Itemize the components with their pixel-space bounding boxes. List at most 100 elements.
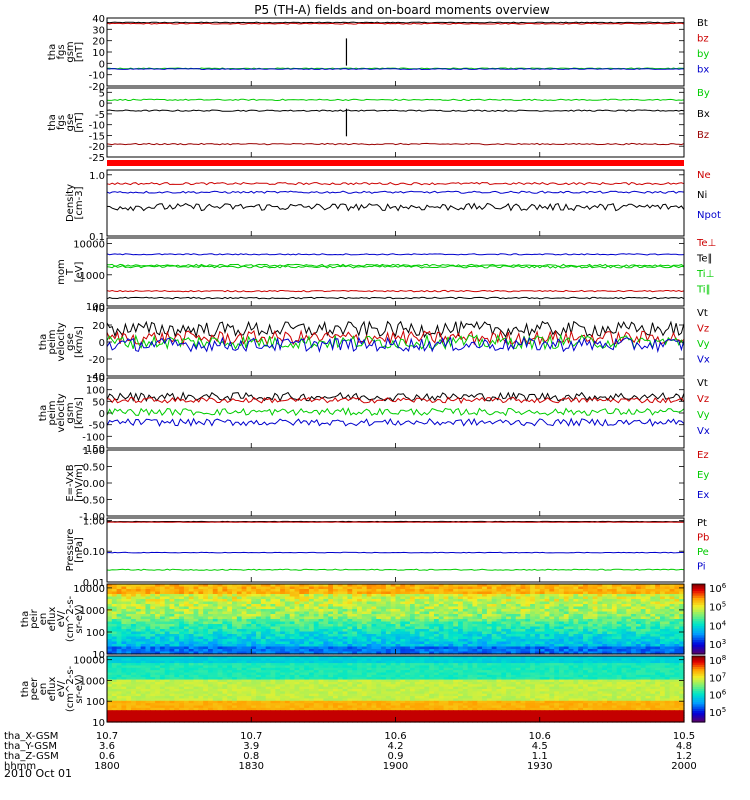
heatmap-cell (443, 631, 449, 635)
heatmap-cell (433, 629, 440, 633)
heatmap-cell (107, 670, 113, 674)
heatmap-cell (323, 629, 329, 633)
heatmap-cell (135, 634, 142, 638)
heatmap-cell (174, 611, 180, 615)
heatmap-cell (222, 660, 228, 664)
heatmap-cell (164, 616, 171, 620)
heatmap-cell (241, 614, 248, 618)
heatmap-cell (135, 641, 142, 645)
heatmap-cell (227, 663, 233, 667)
heatmap-cell (361, 641, 368, 645)
heatmap-cell (568, 644, 575, 648)
heatmap-cell (554, 619, 560, 623)
heatmap-cell (260, 621, 267, 625)
heatmap-cell (198, 646, 204, 650)
heatmap-cell (304, 631, 310, 635)
heatmap-cell (554, 584, 560, 588)
heatmap-cell (525, 596, 531, 600)
heatmap-cell (260, 656, 267, 659)
heatmap-cell (347, 591, 353, 595)
heatmap-cell (544, 629, 550, 633)
heatmap-cell (501, 606, 507, 610)
heatmap-cell (323, 599, 329, 603)
heatmap-cell (650, 599, 656, 603)
heatmap-cell (318, 584, 324, 588)
heatmap-cell (241, 634, 248, 638)
heatmap-cell (640, 649, 647, 653)
heatmap-cell (366, 584, 373, 588)
heatmap-cell (294, 586, 300, 590)
heatmap-cell (448, 611, 454, 615)
heatmap-cell (486, 606, 493, 610)
heatmap-cell (558, 626, 565, 630)
heatmap-cell (121, 621, 127, 625)
heatmap-cell (337, 636, 344, 640)
heatmap-cell (188, 621, 195, 625)
heatmap-cell (520, 621, 526, 625)
heatmap-cell (376, 667, 382, 671)
heatmap-cell (655, 646, 661, 650)
heatmap-cell (602, 663, 608, 667)
heatmap-cell (304, 619, 310, 623)
heatmap-cell (183, 649, 190, 653)
heatmap-cell (443, 646, 449, 650)
heatmap-cell (361, 624, 368, 628)
heatmap-cell (193, 591, 199, 595)
heatmap-cell (669, 636, 675, 640)
panels-group: -20-10010203040thafgsgsm[nT]Btbzbybx-25-… (20, 14, 727, 729)
heatmap-cell (212, 656, 219, 659)
heatmap-cell (659, 658, 666, 662)
heatmap-cell (472, 586, 478, 590)
heatmap-cell (587, 616, 594, 620)
heatmap-cell (482, 651, 488, 655)
heatmap-cell (558, 621, 565, 625)
heatmap-cell (183, 631, 190, 635)
heatmap-cell (544, 604, 550, 608)
heatmap-cell (294, 604, 300, 608)
heatmap-cell (587, 586, 594, 590)
heatmap-cell (251, 591, 257, 595)
heatmap-cell (453, 665, 459, 669)
heatmap-cell (294, 660, 300, 664)
heatmap-cell (232, 670, 238, 674)
heatmap-cell (534, 616, 541, 620)
heatmap-cell (357, 624, 363, 628)
heatmap-cell (280, 599, 286, 603)
heatmap-cell (453, 616, 459, 620)
colorbar-swatch (692, 616, 705, 620)
heatmap-cell (284, 629, 291, 633)
heatmap-cell (496, 586, 502, 590)
heatmap-cell (265, 604, 272, 608)
heatmap-cell (352, 663, 358, 667)
heatmap-cell (530, 619, 536, 623)
heatmap-cell (236, 614, 243, 618)
heatmap-cell (515, 624, 522, 628)
heatmap-cell (424, 670, 430, 674)
heatmap-cell (232, 611, 238, 615)
heatmap-cell (583, 611, 589, 615)
heatmap-cell (626, 658, 632, 662)
heatmap-cell (607, 639, 613, 643)
heatmap-cell (145, 658, 151, 662)
heatmap-cell (385, 665, 392, 669)
heatmap-cell (491, 624, 498, 628)
heatmap-cell (520, 624, 526, 628)
heatmap-cell (294, 619, 300, 623)
heatmap-cell (376, 611, 382, 615)
heatmap-cell (357, 596, 363, 600)
y-axis-label-line: velocity (56, 322, 67, 361)
heatmap-cell (116, 619, 123, 623)
heatmap-cell (313, 624, 320, 628)
heatmap-cell (458, 599, 464, 603)
heatmap-cell (409, 644, 416, 648)
heatmap-cell (679, 656, 685, 659)
heatmap-cell (155, 584, 161, 588)
heatmap-cell (501, 621, 507, 625)
heatmap-cell (294, 644, 300, 648)
heatmap-cell (640, 646, 647, 650)
heatmap-cell (592, 589, 599, 593)
heatmap-cell (159, 631, 166, 635)
heatmap-cell (602, 591, 608, 595)
heatmap-cell (265, 621, 272, 625)
